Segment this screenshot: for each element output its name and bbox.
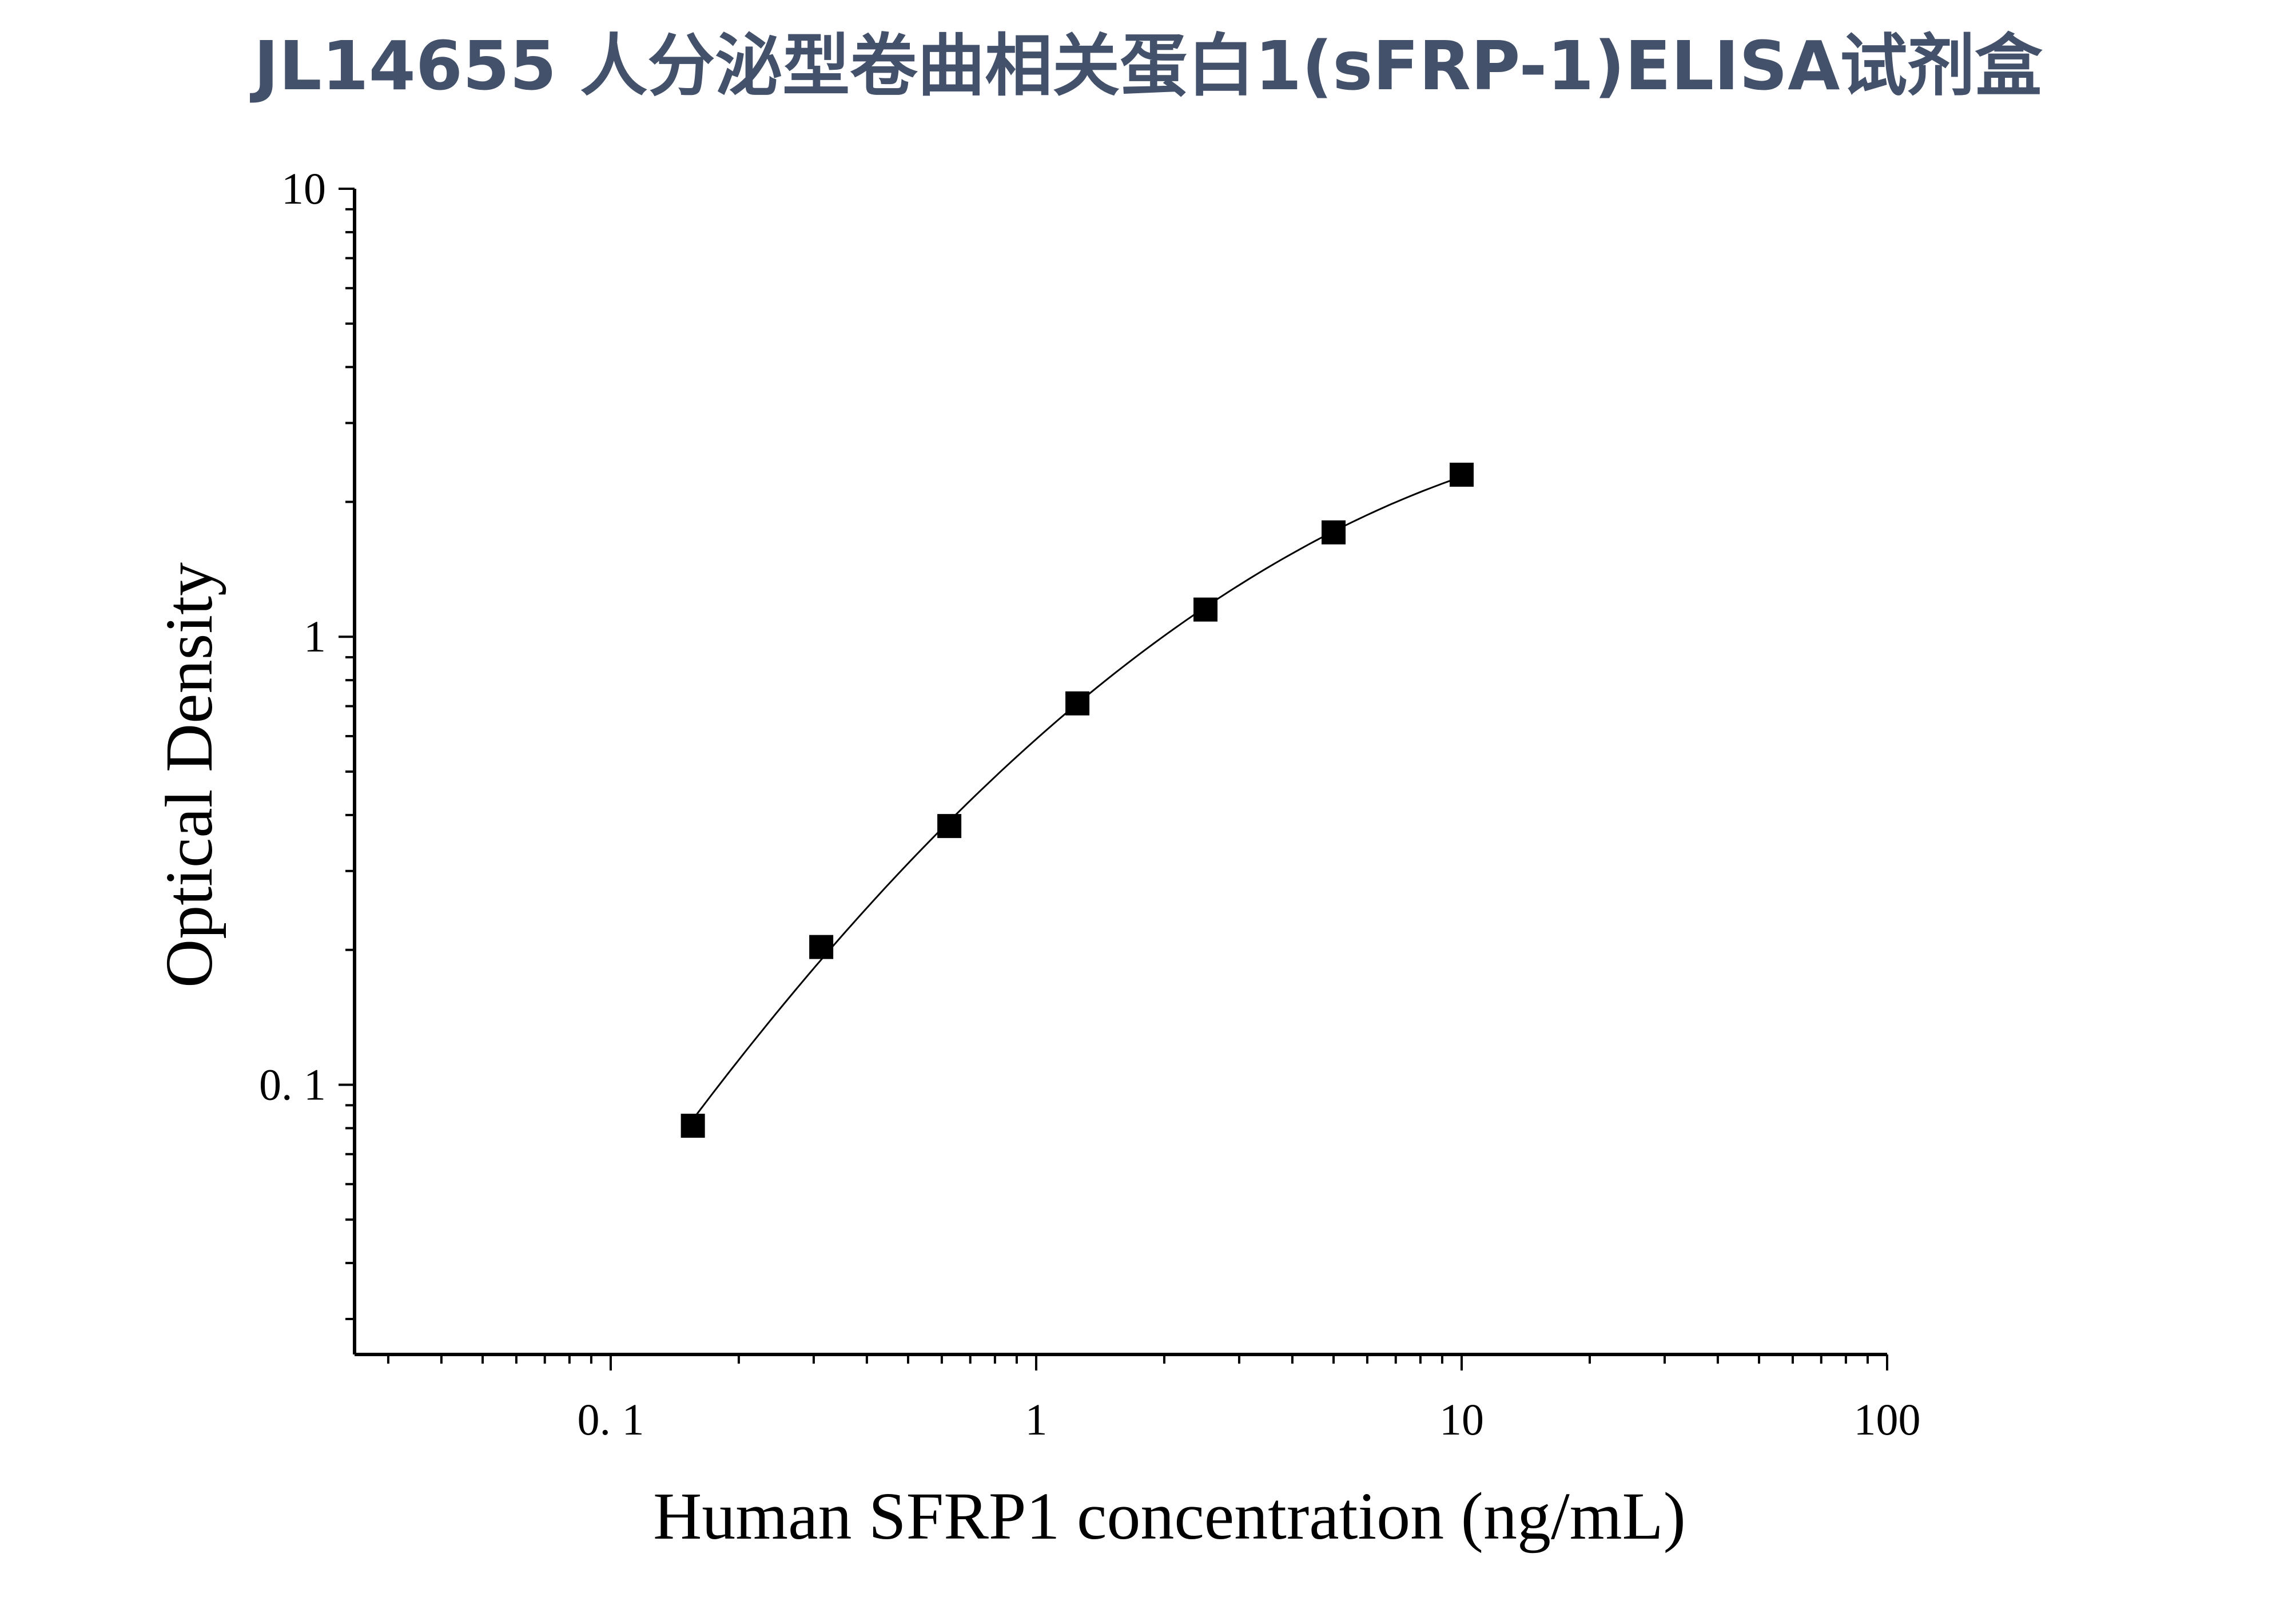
x-tick-label: 0. 1 [577, 1395, 644, 1444]
x-tick-label: 100 [1854, 1395, 1921, 1444]
data-point [681, 1114, 705, 1138]
x-tick-label: 10 [1439, 1395, 1484, 1444]
x-tick-label: 1 [1025, 1395, 1047, 1444]
x-axis-title: Human SFRP1 concentration (ng/mL) [653, 1479, 1686, 1554]
y-axis-title: Optical Density [152, 562, 226, 988]
data-point [1322, 520, 1346, 545]
data-point [1065, 691, 1090, 716]
data-point [1193, 597, 1218, 622]
y-tick-label: 1 [304, 611, 326, 661]
data-points [681, 462, 1474, 1138]
data-point [1449, 462, 1474, 487]
data-point [937, 814, 962, 839]
data-point [809, 935, 834, 959]
page-title: JL14655 人分泌型卷曲相关蛋白1(sFRP-1)ELISA试剂盒 [253, 26, 2043, 105]
y-tick-label: 0. 1 [259, 1059, 326, 1109]
tick-labels: 0. 1 1 10 100 0. 1 1 10 [259, 164, 1921, 1444]
y-tick-label: 10 [281, 164, 326, 213]
fit-curve [692, 475, 1462, 1121]
axes [339, 188, 1888, 1370]
